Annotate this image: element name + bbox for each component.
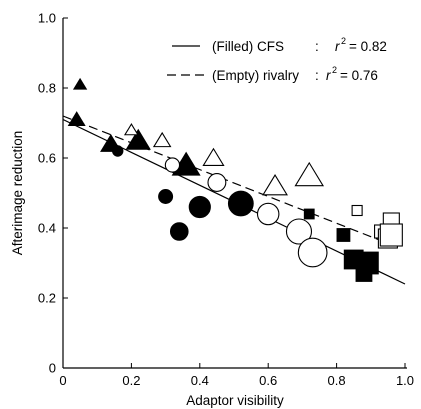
- x-tick-label: 0.2: [122, 373, 140, 388]
- y-tick-label: 0.8: [38, 81, 56, 96]
- legend-cfs-r2-symbol: r: [335, 39, 340, 54]
- y-axis-label: Afterimage reduction: [10, 131, 25, 256]
- empty-triangle-marker: [152, 131, 172, 148]
- filled-circle-marker: [158, 188, 174, 204]
- legend-rivalry-sep: :: [315, 68, 319, 83]
- y-tick-label: 1.0: [38, 11, 56, 26]
- x-tick-label: 0.4: [191, 373, 209, 388]
- legend-rivalry-r2-symbol: r: [326, 68, 331, 83]
- legend-rivalry-r2-value: = 0.76: [340, 68, 378, 83]
- legend-rivalry-r2-exponent: 2: [332, 65, 337, 75]
- data-points: [67, 77, 403, 282]
- filled-square-marker: [336, 228, 351, 242]
- plot-axes: [62, 18, 407, 369]
- filled-square-marker: [303, 208, 315, 220]
- legend-cfs-r2-exponent: 2: [341, 36, 346, 46]
- filled-circle-marker: [188, 195, 211, 219]
- x-axis-label: Adaptor visibility: [186, 393, 284, 408]
- empty-triangle-marker: [202, 147, 225, 167]
- y-tick-label: 0.4: [38, 221, 56, 236]
- legend: (Filled) CFS : r 2 = 0.82 (Empty) rivalr…: [167, 36, 387, 83]
- empty-circle-marker: [297, 237, 328, 268]
- y-tick-label: 0: [49, 361, 56, 376]
- empty-triangle-marker: [294, 161, 325, 187]
- filled-triangle-marker: [67, 111, 86, 127]
- filled-circle-marker: [169, 222, 189, 241]
- legend-cfs-sep: :: [315, 39, 319, 54]
- legend-cfs-label: (Filled) CFS: [212, 39, 284, 54]
- empty-circle-marker: [285, 218, 313, 245]
- legend-cfs-r2-value: = 0.82: [349, 39, 387, 54]
- filled-square-marker: [355, 251, 379, 275]
- y-tick-label: 0.6: [38, 151, 56, 166]
- x-ticks: 0 0.2 0.4 0.6 0.8 1.0: [59, 363, 414, 388]
- x-tick-label: 1.0: [396, 373, 414, 388]
- filled-circle-marker: [227, 190, 254, 217]
- empty-square-marker: [351, 204, 363, 217]
- y-tick-label: 0.2: [38, 291, 56, 306]
- empty-circle-marker: [164, 157, 181, 173]
- filled-triangle-marker: [125, 128, 151, 150]
- empty-triangle-marker: [123, 123, 139, 136]
- legend-rivalry-label: (Empty) rivalry: [212, 68, 299, 83]
- x-tick-label: 0.8: [328, 373, 346, 388]
- filled-triangle-marker: [72, 77, 88, 90]
- y-ticks: 0 0.2 0.4 0.6 0.8 1.0: [38, 11, 68, 376]
- x-tick-label: 0: [59, 373, 66, 388]
- empty-circle-marker: [207, 173, 227, 192]
- x-tick-label: 0.6: [259, 373, 277, 388]
- empty-circle-marker: [256, 202, 280, 226]
- filled-circle-marker: [112, 145, 124, 157]
- empty-square-marker: [379, 223, 403, 247]
- empty-triangle-marker: [262, 174, 288, 196]
